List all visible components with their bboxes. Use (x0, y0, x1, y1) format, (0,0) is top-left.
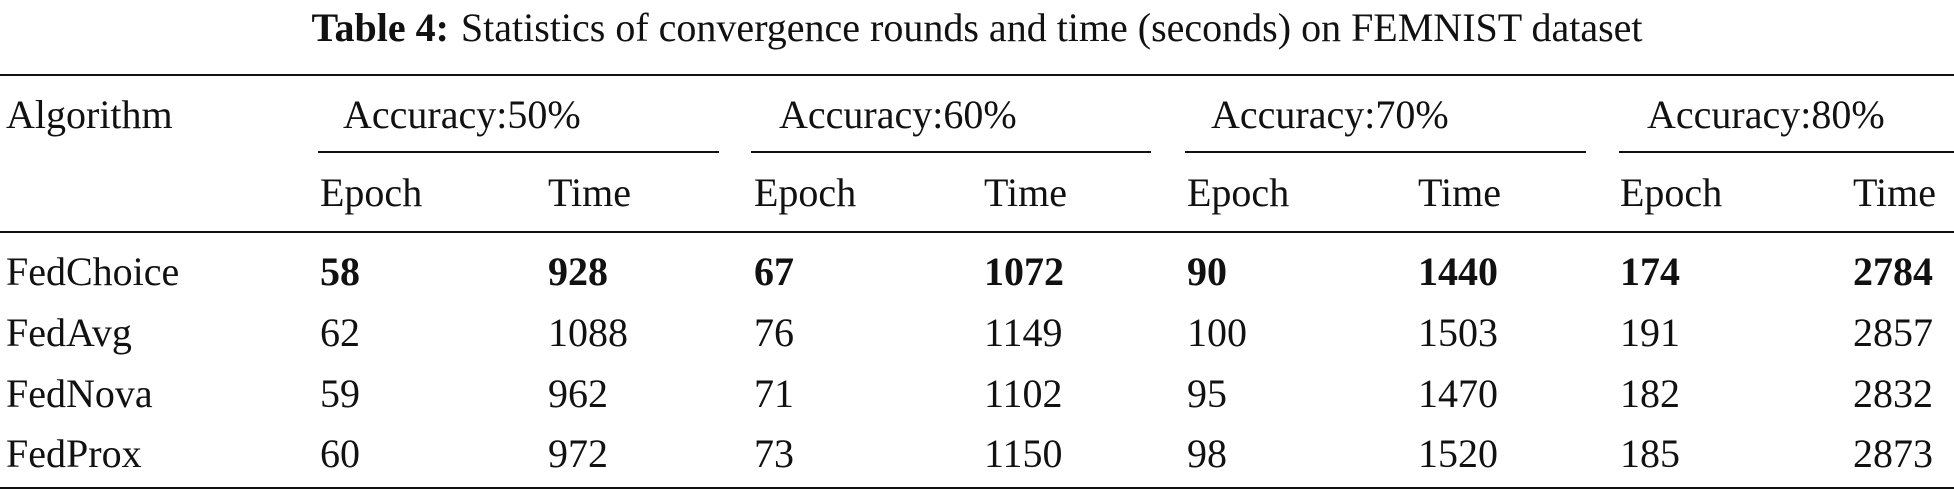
cell: 71 (754, 371, 794, 416)
cell: 1072 (984, 249, 1064, 294)
group-rule (318, 151, 719, 153)
caption: Table 4: Statistics of convergence rounds… (0, 4, 1954, 51)
row-name: FedProx (6, 431, 142, 476)
cell: 59 (320, 371, 360, 416)
cell: 2857 (1853, 310, 1933, 355)
group-header: Accuracy:70% (1211, 92, 1449, 137)
sub-header: Time (548, 170, 632, 215)
cell: 191 (1620, 310, 1680, 355)
group-header: Accuracy:80% (1647, 92, 1885, 137)
cell: 928 (548, 249, 608, 294)
corner-header: Algorithm (6, 92, 173, 137)
cell: 100 (1187, 310, 1247, 355)
cell: 1149 (984, 310, 1063, 355)
cell: 962 (548, 371, 608, 416)
sub-header: Epoch (754, 170, 857, 215)
group-rule (751, 151, 1151, 153)
cell: 98 (1187, 431, 1227, 476)
cell: 1102 (984, 371, 1063, 416)
cell: 2873 (1853, 431, 1933, 476)
header-rule (0, 231, 1954, 233)
row-name: FedChoice (6, 249, 180, 294)
group-rule (1619, 151, 1954, 153)
cell: 174 (1620, 249, 1680, 294)
sub-header: Time (1853, 170, 1937, 215)
group-header: Accuracy:60% (779, 92, 1017, 137)
cell: 1440 (1418, 249, 1498, 294)
cell: 972 (548, 431, 608, 476)
cell: 1150 (984, 431, 1063, 476)
cell: 76 (754, 310, 794, 355)
cell: 185 (1620, 431, 1680, 476)
row-name: FedAvg (6, 310, 132, 355)
caption-text: Statistics of convergence rounds and tim… (460, 5, 1643, 50)
bottom-rule (0, 487, 1954, 489)
cell: 2784 (1853, 249, 1933, 294)
group-header: Accuracy:50% (343, 92, 581, 137)
cell: 1503 (1418, 310, 1498, 355)
top-rule (0, 74, 1954, 76)
group-rule (1185, 151, 1586, 153)
cell: 60 (320, 431, 360, 476)
sub-header: Epoch (320, 170, 423, 215)
cell: 1088 (548, 310, 628, 355)
sub-header: Epoch (1620, 170, 1723, 215)
cell: 1470 (1418, 371, 1498, 416)
cell: 73 (754, 431, 794, 476)
row-name: FedNova (6, 371, 153, 416)
cell: 58 (320, 249, 360, 294)
cell: 90 (1187, 249, 1227, 294)
cell: 1520 (1418, 431, 1498, 476)
caption-label: Table 4: (311, 5, 449, 50)
cell: 95 (1187, 371, 1227, 416)
cell: 182 (1620, 371, 1680, 416)
cell: 62 (320, 310, 360, 355)
sub-header: Time (984, 170, 1068, 215)
sub-header: Epoch (1187, 170, 1290, 215)
cell: 67 (754, 249, 794, 294)
sub-header: Time (1418, 170, 1502, 215)
cell: 2832 (1853, 371, 1933, 416)
